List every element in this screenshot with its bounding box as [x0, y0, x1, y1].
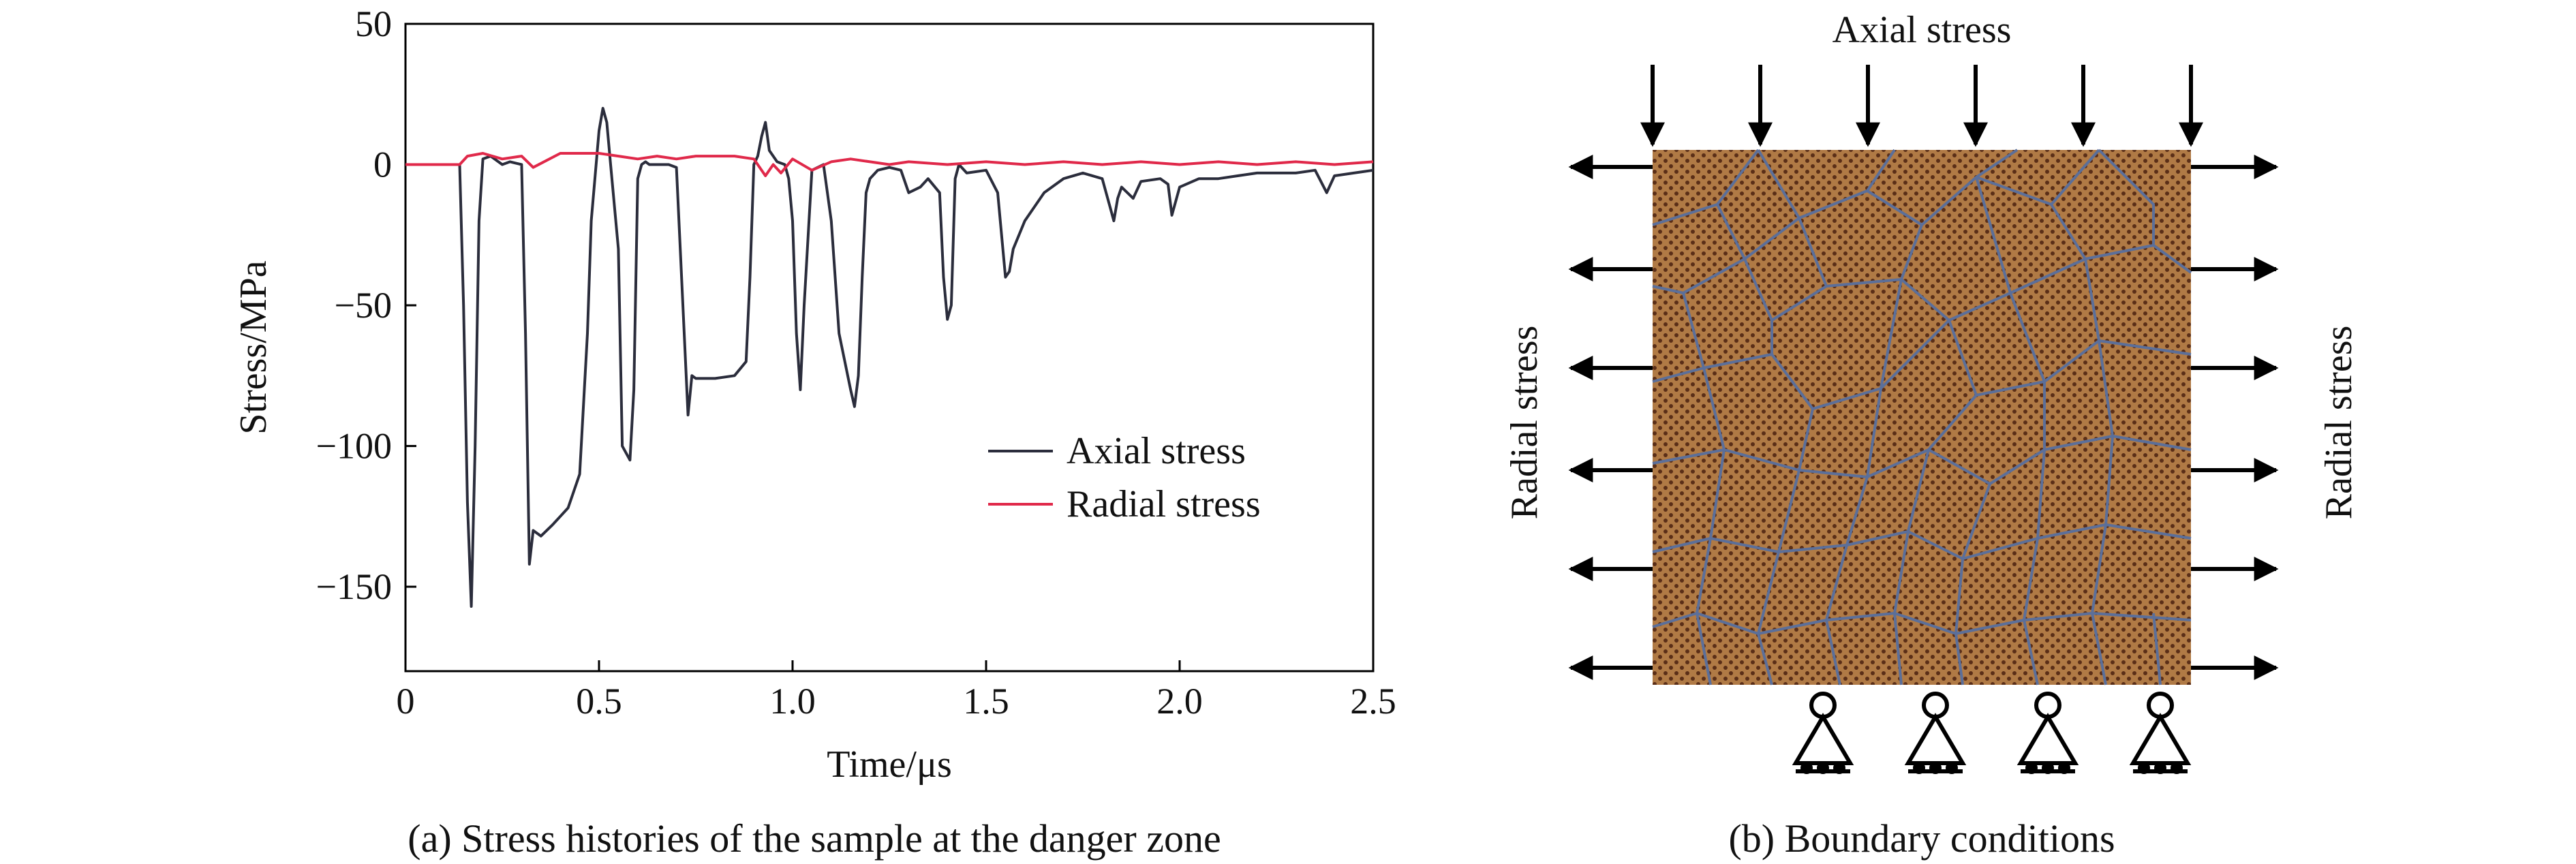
roller-support-3: [2017, 692, 2079, 774]
legend-label-axial-stress: Axial stress: [1067, 430, 1246, 472]
legend-label-radial-stress: Radial stress: [1067, 483, 1261, 525]
caption-b: (b) Boundary conditions: [1728, 816, 2115, 861]
sample-block: [1653, 150, 2191, 685]
stress-history-chart: 0 0.5 1.0 1.5 2.0 2.5 500−50−100−150 Time/μs …: [232, 3, 1396, 786]
y-tick-label: 0: [373, 144, 392, 185]
legend: Axial stress Radial stress: [988, 430, 1261, 525]
roller-support-2: [1904, 692, 1967, 774]
y-axis-ticks: 50 0 −50 −100 −150: [316, 3, 416, 607]
series-line-radial-stress: [405, 152, 1374, 177]
boundary-conditions-diagram: Axial stress Radial stress Radial stress: [1503, 9, 2360, 774]
y-axis-title: Stress/MPa: [232, 260, 275, 434]
roller-supports: [1792, 692, 2192, 774]
roller-support-4: [2129, 692, 2192, 774]
y-tick-label: −50: [335, 285, 392, 326]
radial-stress-arrows-left: [1568, 155, 1653, 680]
grain-boundaries: [1652, 149, 2192, 685]
x-tick-label: 2.0: [1156, 681, 1203, 722]
y-tick-label: −100: [316, 426, 392, 467]
axial-stress-label: Axial stress: [1833, 9, 2012, 51]
series-line-axial-stress: [405, 106, 1374, 608]
roller-support-1: [1792, 692, 1854, 774]
x-axis-title: Time/μs: [827, 743, 952, 786]
y-tick-label: 50: [355, 3, 392, 44]
x-tick-label: 1.5: [963, 681, 1009, 722]
axial-stress-arrows: [1640, 65, 2203, 147]
x-axis-ticks: 0 0.5 1.0 1.5 2.0 2.5: [397, 660, 1396, 722]
radial-stress-right-label: Radial stress: [2318, 326, 2360, 520]
x-tick-label: 2.5: [1350, 681, 1396, 722]
x-tick-label: 0: [397, 681, 415, 722]
y-tick-label: −150: [316, 566, 392, 607]
caption-a: (a) Stress histories of the sample at th…: [408, 816, 1221, 861]
x-tick-label: 1.0: [769, 681, 816, 722]
x-tick-label: 0.5: [576, 681, 622, 722]
radial-stress-arrows-right: [2191, 155, 2279, 680]
series-layer: [405, 106, 1374, 608]
radial-stress-left-label: Radial stress: [1503, 326, 1546, 520]
plot-frame: [404, 22, 1375, 673]
